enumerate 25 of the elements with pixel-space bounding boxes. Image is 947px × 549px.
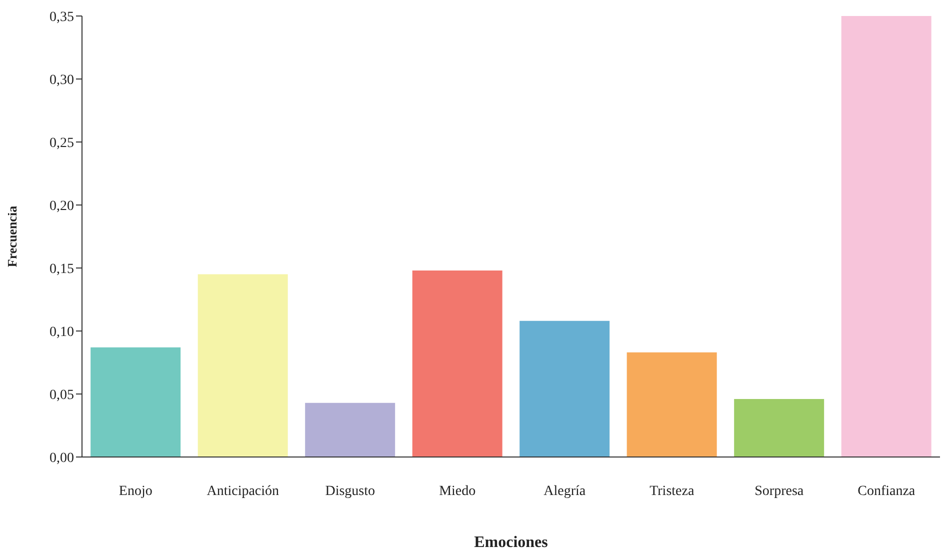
bar (841, 16, 932, 457)
x-tick-label: Sorpresa (754, 484, 804, 499)
bar (520, 320, 610, 457)
y-tick-label: 0,25 (50, 136, 74, 151)
bar (412, 270, 502, 457)
y-tick-label: 0,35 (50, 10, 74, 25)
x-axis-title: Emociones (474, 534, 548, 549)
x-tick-label: Anticipación (206, 484, 280, 499)
bar (626, 352, 717, 457)
y-tick-label: 0,15 (50, 262, 74, 277)
x-tick-label: Tristeza (650, 484, 695, 499)
x-tick-label: Confianza (858, 484, 916, 499)
y-tick-label: 0,10 (50, 324, 74, 340)
x-tick-label: Alegría (544, 484, 586, 499)
x-tick-label: Disgusto (325, 484, 376, 499)
y-tick-label: 0,20 (50, 198, 74, 214)
bar (198, 274, 288, 457)
bar (90, 347, 181, 457)
bar (305, 402, 396, 457)
bar (734, 399, 824, 457)
x-tick-label: Miedo (439, 484, 476, 499)
y-tick-label: 0,05 (50, 388, 74, 403)
y-tick-label: 0,00 (50, 450, 74, 466)
y-tick-label: 0,30 (50, 72, 74, 88)
x-tick-label: Enojo (118, 484, 152, 499)
